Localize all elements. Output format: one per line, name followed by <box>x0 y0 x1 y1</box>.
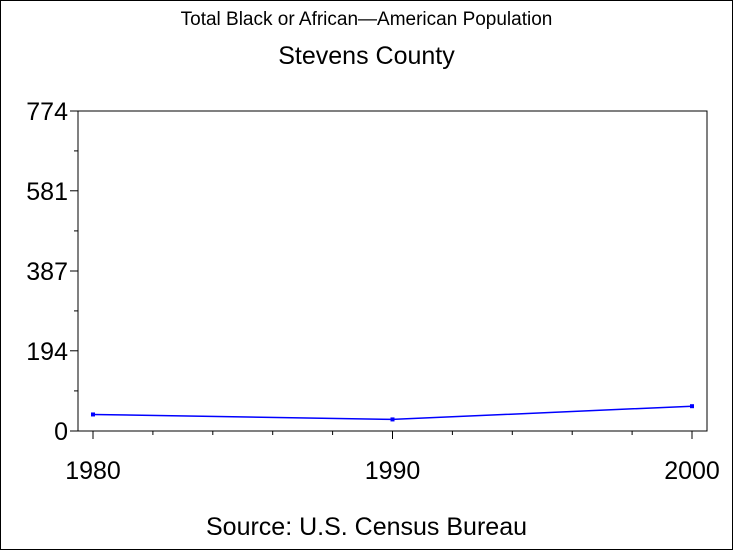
chart-subtitle: Stevens County <box>278 42 455 70</box>
y-tick-label: 387 <box>26 258 68 286</box>
y-tick-label: 0 <box>54 418 68 446</box>
x-axis: 1980 1990 2000 <box>65 431 720 485</box>
y-tick-label: 774 <box>26 98 68 126</box>
series-group <box>91 404 694 422</box>
data-point <box>390 417 395 422</box>
y-axis: 0 194 387 581 774 <box>26 98 78 446</box>
x-tick-label: 2000 <box>664 457 720 485</box>
data-point <box>91 412 95 417</box>
source-note: Source: U.S. Census Bureau <box>206 513 527 541</box>
data-point <box>690 404 694 409</box>
plot-area <box>77 110 708 432</box>
y-tick-label: 194 <box>26 338 68 366</box>
y-tick-label: 581 <box>26 178 68 206</box>
chart-title: Total Black or African—American Populati… <box>180 9 553 30</box>
x-tick-label: 1980 <box>65 457 121 485</box>
x-tick-label: 1990 <box>365 457 421 485</box>
